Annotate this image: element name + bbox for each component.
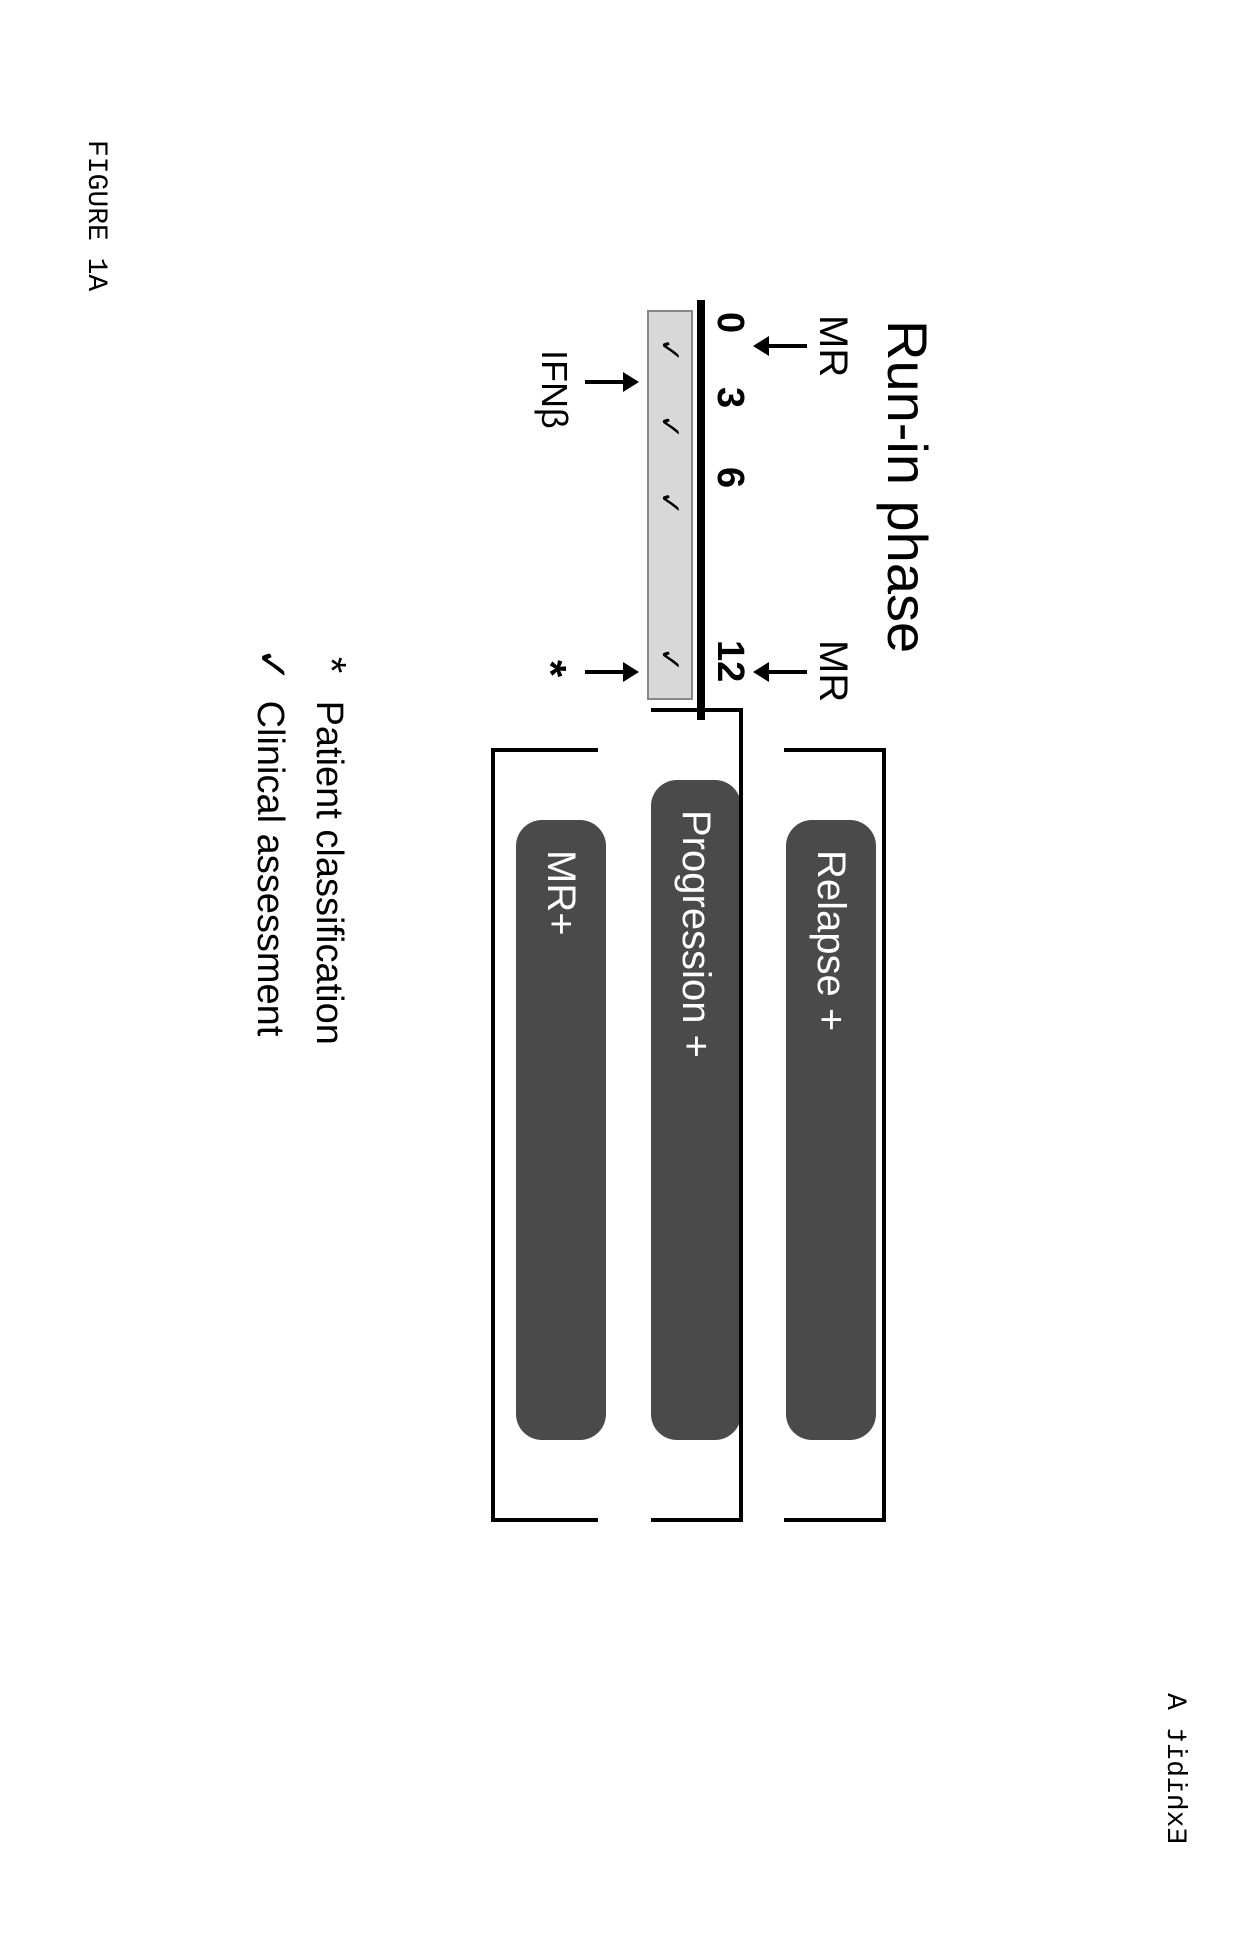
outcome-row: MR+	[471, 780, 606, 1620]
legend: * Patient classification ✓ Clinical asse…	[242, 640, 360, 1045]
tick-1: 3	[708, 387, 751, 408]
mr-label-left: MR	[810, 315, 855, 377]
check-icon: ✓	[653, 491, 688, 516]
check-icon: ✓	[242, 640, 301, 690]
bracket-bottom-icon	[478, 720, 608, 1620]
exhibit-label: Exhibit A	[1159, 1693, 1190, 1844]
page-canvas: Exhibit A FIGURE 1A Run-in phase MR MR 0…	[0, 0, 1240, 1944]
arrow-up-icon	[585, 380, 625, 384]
outcome-row: Progression +	[606, 780, 741, 1620]
ifnb-label: IFNβ	[533, 350, 575, 429]
check-icon: ✓	[653, 414, 688, 439]
legend-text: Patient classification	[308, 701, 350, 1045]
legend-text: Clinical assessment	[249, 701, 291, 1037]
figure-caption: FIGURE 1A	[80, 140, 111, 291]
checkbar: ✓ ✓ ✓ ✓	[647, 310, 693, 700]
legend-item: ✓ Clinical assessment	[242, 640, 301, 1045]
check-icon: ✓	[653, 647, 688, 672]
timeline-axis	[697, 300, 705, 720]
check-icon: ✓	[653, 338, 688, 363]
outcome-row: Relapse +	[741, 780, 876, 1620]
arrow-down-icon	[767, 344, 807, 348]
tick-2: 6	[708, 467, 751, 488]
tick-3: 12	[708, 640, 751, 682]
star-icon: *	[301, 640, 360, 690]
star-icon: *	[525, 660, 575, 677]
mr-label-right: MR	[810, 640, 855, 702]
bracket-icon	[764, 720, 894, 1620]
outcomes-group: Relapse + Progression + MR+	[471, 780, 876, 1620]
arrow-up-icon	[585, 670, 625, 674]
page-rotation-wrapper: Exhibit A FIGURE 1A Run-in phase MR MR 0…	[0, 0, 1240, 1240]
diagram-container: Run-in phase MR MR 0 3 6 12 ✓ ✓ ✓ ✓	[595, 320, 940, 1620]
legend-item: * Patient classification	[301, 640, 360, 1045]
bracket-icon	[631, 680, 751, 1620]
tick-0: 0	[708, 312, 751, 333]
arrow-down-icon	[767, 670, 807, 674]
